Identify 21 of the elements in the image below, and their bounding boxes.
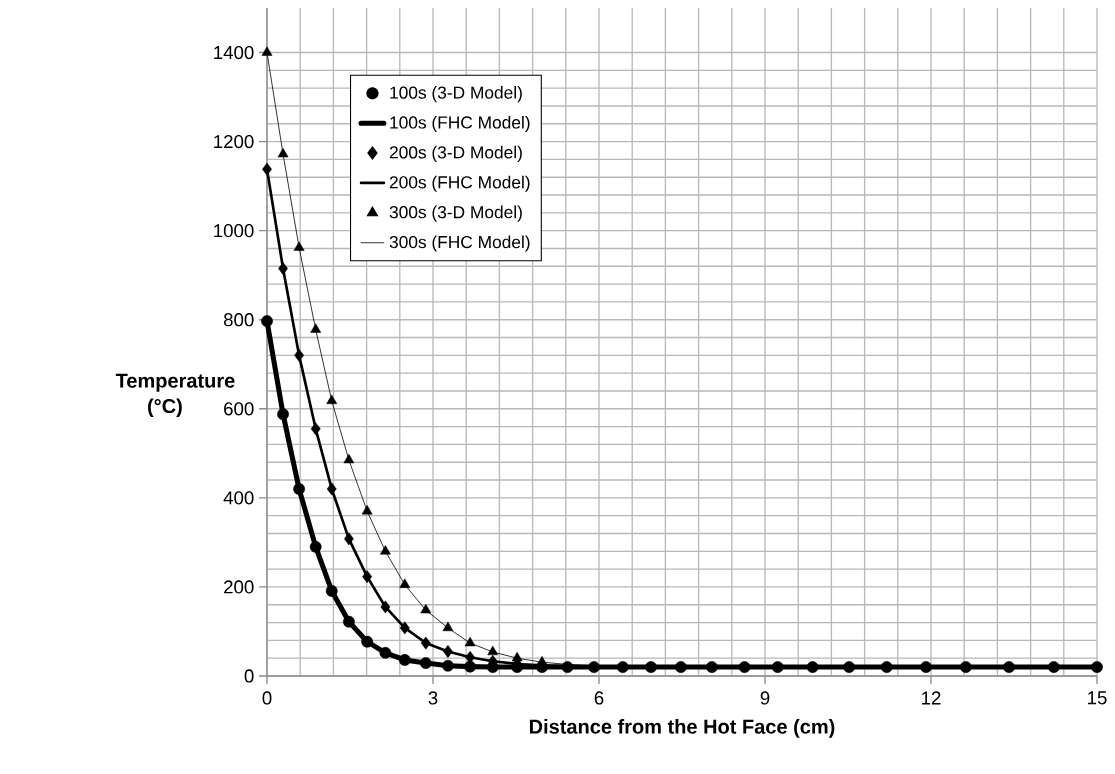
x-tick-label: 0 (262, 691, 272, 705)
legend-label: 100s (3-D Model) (390, 85, 522, 103)
legend-label: 100s (FHC Model) (390, 115, 530, 133)
legend-label: 300s (3-D Model) (389, 205, 522, 222)
x-tick-label: 12 (922, 691, 941, 705)
x-axis-title: Distance from the Hot Face (cm) (529, 719, 835, 738)
y-tick-label: 1000 (214, 224, 254, 238)
x-tick-label: 6 (594, 691, 604, 705)
y-tick-label: 600 (224, 402, 254, 416)
x-tick-label: 9 (760, 691, 770, 705)
x-tick-label: 3 (428, 691, 438, 705)
y-tick-label: 800 (223, 313, 254, 327)
legend-label: 200s (FHC Model) (389, 175, 530, 192)
y-tick-label: 0 (244, 669, 254, 683)
y-tick-label: 400 (223, 491, 254, 505)
y-tick-label: 1400 (214, 45, 254, 60)
x-tick-label: 15 (1088, 691, 1107, 705)
y-tick-label: 1200 (214, 134, 254, 149)
y-tick-label: 200 (224, 580, 254, 594)
legend-label: 300s (FHC Model) (389, 235, 530, 252)
legend-label: 200s (3-D Model) (389, 145, 522, 162)
